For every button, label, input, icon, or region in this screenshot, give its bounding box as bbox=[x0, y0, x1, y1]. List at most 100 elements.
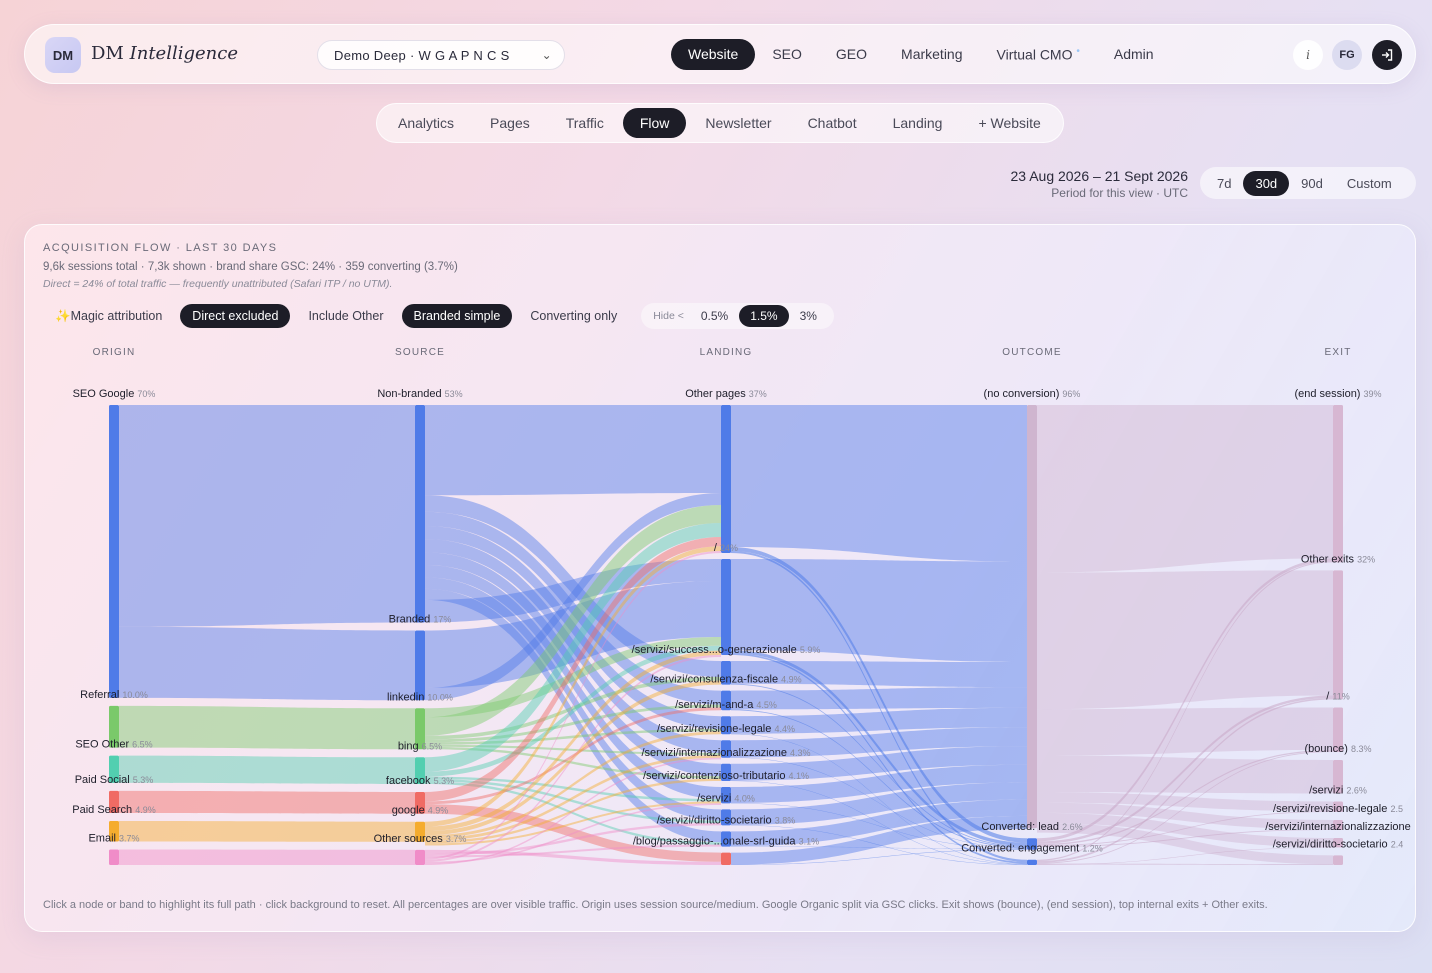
sankey-link[interactable] bbox=[731, 780, 1027, 865]
main-nav-seo[interactable]: SEO bbox=[772, 46, 802, 62]
sankey-link[interactable] bbox=[425, 546, 721, 827]
hide-threshold-0-5[interactable]: 0.5% bbox=[700, 309, 729, 323]
sankey-link[interactable] bbox=[1037, 755, 1333, 794]
sankey-node-s_facebook[interactable] bbox=[415, 791, 425, 814]
main-nav-virtual-cmo[interactable]: Virtual CMO • bbox=[980, 39, 1097, 70]
sankey-link[interactable] bbox=[1037, 811, 1333, 847]
sankey-link[interactable] bbox=[425, 645, 721, 777]
period-30d[interactable]: 30d bbox=[1243, 170, 1290, 196]
sankey-link[interactable] bbox=[731, 559, 1027, 663]
sankey-node-o_paidsocial[interactable] bbox=[109, 790, 119, 814]
sankey-link[interactable] bbox=[1037, 749, 1333, 846]
sankey-node-l_cons[interactable] bbox=[721, 690, 731, 711]
sankey-link[interactable] bbox=[731, 815, 1027, 865]
converting-only-toggle[interactable]: Converting only bbox=[530, 309, 618, 323]
sankey-node-o_seoother[interactable] bbox=[109, 755, 119, 783]
sankey-node-l_mna[interactable] bbox=[721, 716, 731, 735]
sankey-link[interactable] bbox=[731, 687, 1027, 710]
sankey-node-c_lead[interactable] bbox=[1027, 838, 1037, 850]
branded-simple-toggle[interactable]: Branded simple bbox=[401, 304, 513, 328]
sankey-link[interactable] bbox=[425, 778, 721, 844]
sankey-node-s_bing[interactable] bbox=[415, 757, 425, 784]
sankey-link[interactable] bbox=[425, 577, 721, 821]
sankey-link[interactable] bbox=[119, 790, 415, 814]
sankey-link[interactable] bbox=[1037, 847, 1333, 865]
hide-threshold-3[interactable]: 3% bbox=[799, 309, 817, 323]
sankey-link[interactable] bbox=[425, 505, 721, 736]
sankey-node-l_serv[interactable] bbox=[721, 809, 731, 826]
sankey-node-o_seo[interactable] bbox=[109, 405, 119, 698]
sankey-node-e_rev[interactable] bbox=[1333, 819, 1343, 831]
sankey-link[interactable] bbox=[731, 803, 1027, 849]
sankey-link[interactable] bbox=[731, 782, 1027, 825]
tab-traffic[interactable]: Traffic bbox=[565, 115, 604, 131]
sankey-node-s_google[interactable] bbox=[415, 821, 425, 842]
sankey-link[interactable] bbox=[425, 523, 721, 772]
sankey-link[interactable] bbox=[1037, 695, 1333, 844]
sankey-link[interactable] bbox=[1037, 707, 1333, 756]
sankey-link[interactable] bbox=[119, 821, 415, 842]
sankey-link[interactable] bbox=[425, 405, 721, 496]
sankey-node-e_end[interactable] bbox=[1333, 405, 1343, 563]
main-nav-website[interactable]: Website bbox=[671, 39, 756, 70]
sankey-link[interactable] bbox=[1037, 822, 1333, 865]
sankey-link[interactable] bbox=[1037, 570, 1333, 710]
sankey-link[interactable] bbox=[731, 825, 1027, 865]
sankey-chart[interactable]: ORIGIN SOURCE LANDING OUTCOME EXIT SEO Google… bbox=[25, 225, 1417, 885]
sankey-node-l_int[interactable] bbox=[721, 763, 731, 781]
sankey-link[interactable] bbox=[731, 707, 1027, 734]
sankey-link[interactable] bbox=[1037, 792, 1333, 812]
sankey-link[interactable] bbox=[1037, 561, 1333, 862]
sankey-link[interactable] bbox=[731, 746, 1027, 781]
sankey-link[interactable] bbox=[425, 729, 721, 745]
info-button[interactable]: i bbox=[1293, 40, 1323, 70]
sankey-link[interactable] bbox=[731, 733, 1027, 865]
sankey-link[interactable] bbox=[1037, 558, 1333, 842]
hide-threshold-1-5[interactable]: 1.5% bbox=[739, 305, 789, 327]
sankey-node-e_int[interactable] bbox=[1333, 838, 1343, 848]
sankey-node-e_dir[interactable] bbox=[1333, 855, 1343, 865]
main-nav-geo[interactable]: GEO bbox=[835, 46, 868, 62]
period-90d[interactable]: 90d bbox=[1301, 175, 1323, 191]
sankey-link[interactable] bbox=[1037, 405, 1333, 573]
sankey-node-e_root[interactable] bbox=[1333, 707, 1343, 752]
sankey-link[interactable] bbox=[731, 849, 1027, 865]
sankey-node-o_email[interactable] bbox=[109, 849, 119, 865]
sankey-link[interactable] bbox=[731, 547, 1027, 843]
sankey-link[interactable] bbox=[119, 849, 415, 865]
sankey-link[interactable] bbox=[1037, 697, 1333, 863]
sankey-node-l_other[interactable] bbox=[721, 405, 731, 553]
sankey-node-s_nonbranded[interactable] bbox=[415, 405, 425, 623]
sankey-link[interactable] bbox=[425, 707, 721, 805]
sankey-node-l_blog[interactable] bbox=[721, 852, 731, 865]
sankey-link[interactable] bbox=[425, 526, 721, 729]
sankey-link[interactable] bbox=[425, 495, 721, 677]
project-select[interactable]: Demo Deep · W G A P N C S ⌄ bbox=[317, 40, 565, 70]
sankey-link[interactable] bbox=[425, 849, 721, 865]
sankey-node-l_cont[interactable] bbox=[721, 787, 731, 804]
sankey-link[interactable] bbox=[731, 757, 1027, 849]
sankey-node-c_eng[interactable] bbox=[1027, 859, 1037, 865]
sankey-link[interactable] bbox=[425, 757, 721, 865]
sankey-link[interactable] bbox=[1037, 812, 1333, 848]
main-nav-marketing[interactable]: Marketing bbox=[901, 46, 963, 62]
tab-add-website[interactable]: + Website bbox=[978, 115, 1041, 131]
sankey-link[interactable] bbox=[425, 511, 721, 705]
user-avatar-button[interactable]: FG bbox=[1332, 40, 1362, 70]
tab-pages[interactable]: Pages bbox=[490, 115, 530, 131]
sankey-link[interactable] bbox=[425, 680, 721, 836]
sankey-node-o_paidsearch[interactable] bbox=[109, 821, 119, 842]
sankey-link[interactable] bbox=[425, 781, 721, 845]
sankey-link[interactable] bbox=[425, 755, 721, 841]
sankey-link[interactable] bbox=[425, 637, 721, 718]
sankey-node-e_other[interactable] bbox=[1333, 570, 1343, 700]
sankey-node-e_bounce[interactable] bbox=[1333, 759, 1343, 794]
sankey-link[interactable] bbox=[731, 846, 1027, 850]
sankey-node-o_ref[interactable] bbox=[109, 705, 119, 748]
sankey-node-c_none[interactable] bbox=[1027, 405, 1037, 829]
sankey-link[interactable] bbox=[425, 551, 721, 860]
sankey-node-s_branded[interactable] bbox=[415, 630, 425, 701]
brand-name[interactable]: DM Intelligence bbox=[91, 43, 238, 64]
sankey-link[interactable] bbox=[1037, 829, 1333, 848]
tab-chatbot[interactable]: Chatbot bbox=[807, 115, 857, 131]
